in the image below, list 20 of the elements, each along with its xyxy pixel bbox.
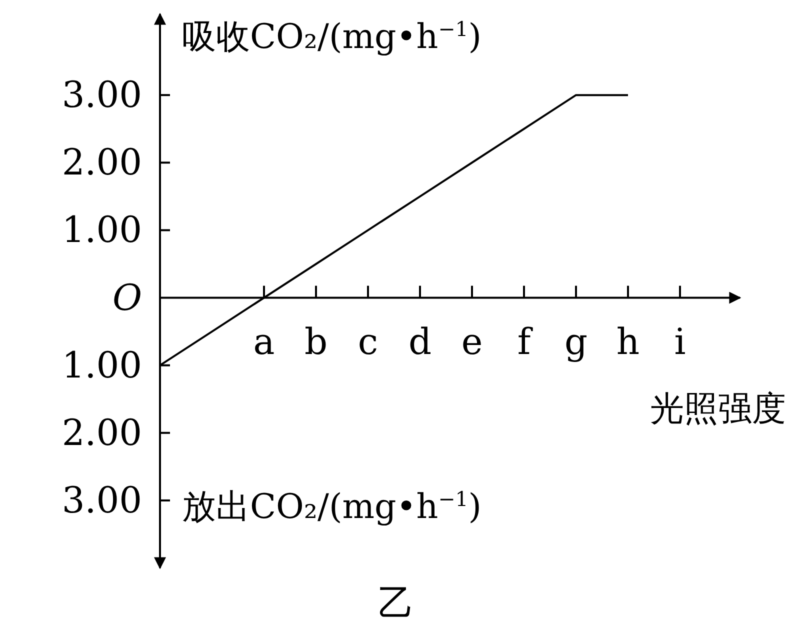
y-tick: O xyxy=(112,278,142,319)
x-tick: d xyxy=(408,322,432,363)
x-tick: a xyxy=(253,322,275,363)
y-tick: 3.00 xyxy=(62,480,142,522)
x-tick: b xyxy=(304,322,328,363)
x-tick: e xyxy=(461,322,483,363)
y-tick: 3.00 xyxy=(62,75,142,116)
annotation: 放出CO₂/(mg•h$^{−1}$) xyxy=(182,487,482,527)
x-tick: g xyxy=(564,322,588,363)
y-tick: 2.00 xyxy=(62,142,142,184)
x-tick: i xyxy=(674,322,686,363)
ylabel: 吸收CO₂/(mg•h$^{−1}$) xyxy=(182,17,482,57)
x-tick: h xyxy=(616,322,640,363)
xlabel: 光照强度 xyxy=(650,388,786,429)
title: 乙 xyxy=(378,583,414,624)
y-tick: 2.00 xyxy=(62,412,142,454)
x-tick: f xyxy=(517,322,531,363)
y-tick: 1.00 xyxy=(62,210,142,252)
y-tick: 1.00 xyxy=(62,345,142,386)
x-tick: c xyxy=(358,322,378,363)
